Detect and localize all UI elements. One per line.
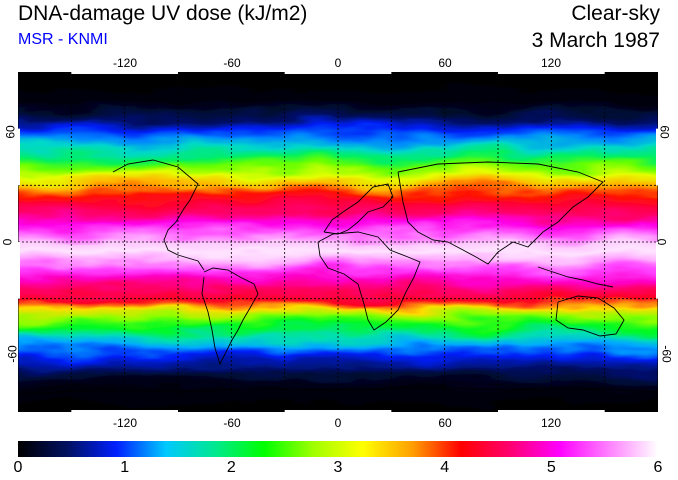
lat-tick-left: 0 <box>0 238 15 246</box>
maritime-asia-coast <box>537 266 614 288</box>
lon-tick-top: 60 <box>438 56 452 70</box>
lon-tick-bottom: 60 <box>438 416 452 430</box>
asia-coast <box>397 161 604 265</box>
lon-tick-bottom: -120 <box>112 416 138 430</box>
colorbar-label: 3 <box>333 459 343 476</box>
lon-tick-bottom: 0 <box>334 416 342 430</box>
lat-tick-left: 60 <box>3 125 18 139</box>
graticule <box>18 72 658 412</box>
colorbar-label: 5 <box>546 459 556 476</box>
lat-tick-right: 60 <box>657 125 672 139</box>
colorbar-gradient <box>18 441 658 457</box>
colorbar-label: 4 <box>440 459 450 476</box>
australia-coast <box>555 295 625 337</box>
lat-tick-right: -60 <box>659 345 674 363</box>
lon-tick-top: -60 <box>223 56 241 70</box>
uv-dose-map <box>18 72 658 412</box>
map-title: DNA-damage UV dose (kJ/m2) <box>18 2 308 25</box>
lon-tick-top: -120 <box>112 56 138 70</box>
sky-condition-label: Clear-sky <box>571 2 660 25</box>
lon-tick-top: 120 <box>540 56 562 70</box>
map-frame <box>18 72 658 412</box>
source-label: MSR - KNMI <box>18 31 108 48</box>
africa-coast <box>317 231 421 331</box>
europe-coast <box>323 183 394 235</box>
colorbar <box>18 441 658 457</box>
north-america-coast <box>112 159 205 271</box>
south-america-coast <box>201 267 259 366</box>
colorbar-label: 0 <box>13 459 23 476</box>
lon-tick-top: 0 <box>334 56 342 70</box>
colorbar-label: 6 <box>653 459 663 476</box>
lon-tick-bottom: 120 <box>540 416 562 430</box>
colorbar-label: 1 <box>120 459 130 476</box>
colorbar-label: 2 <box>226 459 236 476</box>
date-label: 3 March 1987 <box>531 29 660 52</box>
lon-tick-bottom: -60 <box>223 416 241 430</box>
